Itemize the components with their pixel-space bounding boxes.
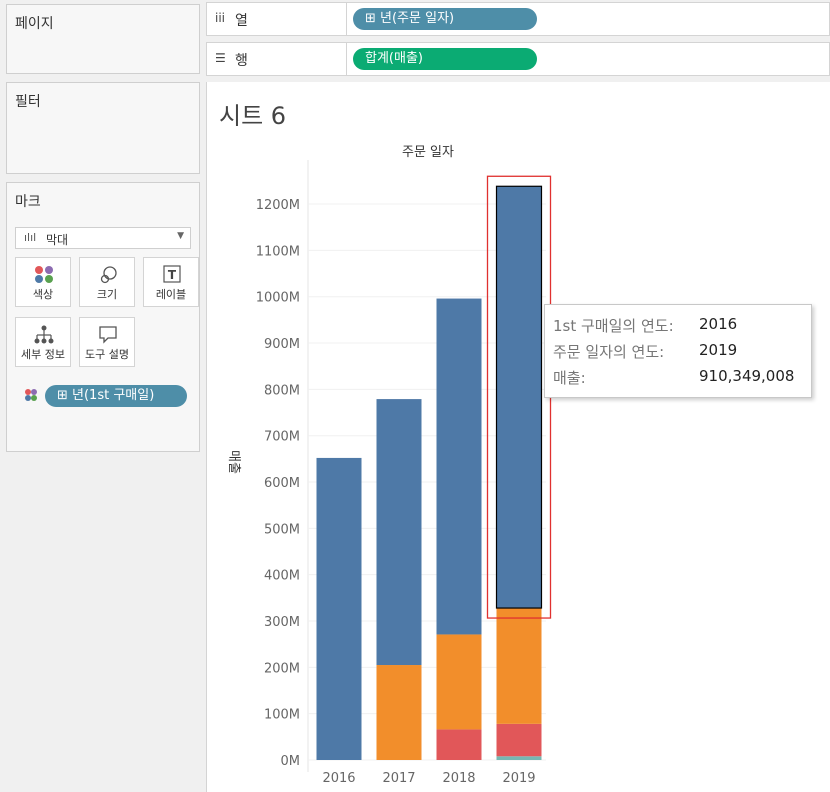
tooltip-speech-icon: [99, 326, 117, 344]
rows-shelf-label: ☰ 행: [207, 43, 347, 75]
bar-segment[interactable]: [496, 756, 542, 760]
y-tick-label: 400M: [264, 569, 300, 584]
y-tick-label: 800M: [264, 383, 300, 398]
detail-button[interactable]: 세부 정보: [15, 317, 71, 367]
y-tick-label: 0M: [281, 754, 301, 769]
columns-shelf[interactable]: iii 열 ⊞ 년(주문 일자): [206, 2, 830, 36]
color-button[interactable]: 색상: [15, 257, 71, 307]
filters-title: 필터: [15, 94, 41, 110]
rows-label: 행: [235, 53, 248, 69]
y-tick-label: 700M: [264, 430, 300, 445]
y-tick-label: 100M: [264, 708, 300, 723]
y-tick-label: 1000M: [256, 291, 300, 306]
bar-segment[interactable]: [496, 723, 542, 757]
bar-chart[interactable]: 0M 100M 200M 300M 400M 500M 600M 700M 800M 900M 10…: [206, 82, 830, 792]
mark-type-value: 막대: [46, 233, 69, 247]
y-tick-label: 900M: [264, 337, 300, 352]
bar-chart-icon: ılıl: [24, 231, 37, 244]
y-tick-label: 200M: [264, 661, 300, 676]
tooltip-value: 910,349,008: [699, 367, 795, 385]
bar-segment[interactable]: [436, 729, 482, 760]
tooltip-button[interactable]: 도구 설명: [79, 317, 135, 367]
size-icon: [100, 266, 117, 284]
color-button-label: 색상: [32, 288, 54, 301]
y-tick-label: 1100M: [256, 244, 300, 259]
rows-pill[interactable]: 합계(매출): [353, 48, 537, 70]
detail-hierarchy-icon: [34, 325, 54, 344]
bar-segment[interactable]: [376, 665, 422, 760]
y-tick-label: 500M: [264, 522, 300, 537]
color-field-pill[interactable]: ⊞ 년(1st 구매일): [45, 385, 187, 407]
chevron-down-icon: ▼: [177, 231, 184, 241]
tooltip-row: 매출: 910,349,008: [553, 367, 794, 387]
y-tick-label: 300M: [264, 615, 300, 630]
filters-panel[interactable]: 필터: [6, 82, 200, 174]
tooltip-row: 1st 구매일의 연도: 2016: [553, 315, 737, 335]
marks-title: 마크: [15, 194, 41, 210]
x-tick-label: 2016: [322, 771, 355, 786]
chart-title: 주문 일자: [402, 145, 454, 160]
rows-shelf[interactable]: ☰ 행 합계(매출): [206, 42, 830, 76]
color-dots-icon: [25, 389, 37, 401]
tooltip-button-label: 도구 설명: [85, 348, 129, 361]
columns-icon: iii: [215, 11, 226, 25]
size-button-label: 크기: [96, 288, 118, 301]
detail-button-label: 세부 정보: [21, 348, 65, 361]
svg-text:T: T: [168, 268, 177, 282]
tooltip-key: 1st 구매일의 연도:: [553, 317, 674, 335]
pages-panel[interactable]: 페이지: [6, 4, 200, 74]
color-dots-icon: [35, 266, 53, 283]
label-button-label: 레이블: [155, 288, 187, 301]
columns-shelf-label: iii 열: [207, 3, 347, 35]
y-axis-label: 매출: [226, 450, 241, 474]
x-tick-label: 2017: [382, 771, 415, 786]
bar-segment[interactable]: [376, 399, 422, 666]
y-tick-label: 1200M: [256, 198, 300, 213]
marks-panel: 마크 ılıl 막대 ▼ 색상 크기 T 레이블: [6, 182, 200, 452]
tooltip: 1st 구매일의 연도: 2016 주문 일자의 연도: 2019 매출: 91…: [544, 304, 812, 398]
tooltip-key: 매출:: [553, 369, 586, 387]
label-T-icon: T: [163, 265, 181, 283]
mark-type-dropdown[interactable]: ılıl 막대 ▼: [15, 227, 191, 249]
x-tick-label: 2018: [442, 771, 475, 786]
x-tick-label: 2019: [502, 771, 535, 786]
bar-segment[interactable]: [316, 457, 362, 760]
bar-segment[interactable]: [436, 298, 482, 635]
pages-title: 페이지: [15, 16, 54, 32]
tooltip-value: 2019: [699, 341, 738, 359]
tooltip-value: 2016: [699, 315, 738, 333]
label-button[interactable]: T 레이블: [143, 257, 199, 307]
y-tick-label: 600M: [264, 476, 300, 491]
rows-icon: ☰: [215, 51, 226, 65]
columns-label: 열: [235, 13, 248, 29]
bar-segment-selected[interactable]: [495, 185, 543, 609]
bar-segment[interactable]: [496, 608, 542, 724]
columns-pill[interactable]: ⊞ 년(주문 일자): [353, 8, 537, 30]
bar-segment[interactable]: [436, 634, 482, 730]
tooltip-key: 주문 일자의 연도:: [553, 343, 665, 361]
sheet-title: 시트 6: [219, 102, 287, 130]
tooltip-row: 주문 일자의 연도: 2019: [553, 341, 737, 361]
size-button[interactable]: 크기: [79, 257, 135, 307]
